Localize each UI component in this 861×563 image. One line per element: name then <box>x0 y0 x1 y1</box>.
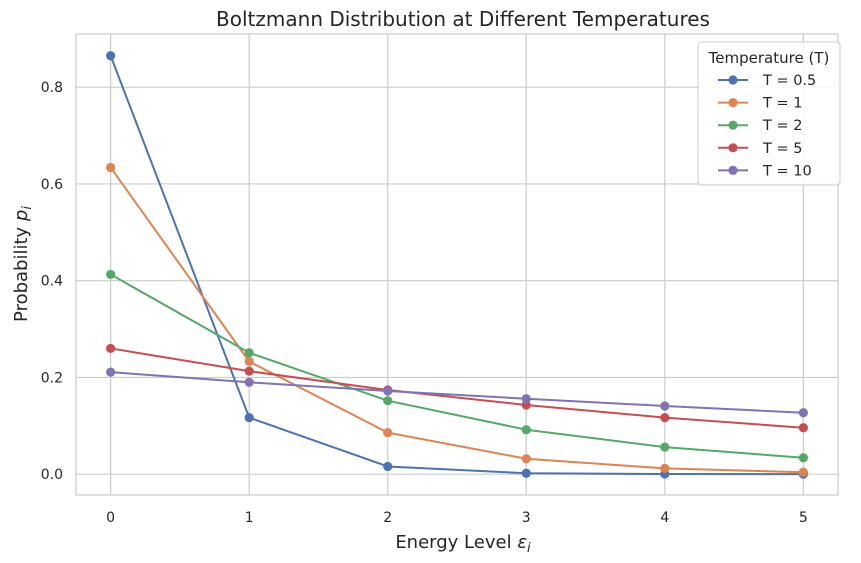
legend-entry: T = 2 <box>718 118 802 134</box>
data-point <box>521 468 531 478</box>
y-axis-title-text: Probability <box>11 226 32 321</box>
y-tick-label: 0.0 <box>41 467 63 483</box>
legend-entries: T = 0.5 T = 1 T = 2 T = 5 T = 10 <box>718 73 816 179</box>
series-4 <box>106 367 808 418</box>
y-tick-label: 0.2 <box>41 370 63 386</box>
data-point <box>660 463 670 473</box>
y-tick-label: 0.4 <box>41 274 63 290</box>
legend-entry: T = 1 <box>718 96 802 112</box>
series-line <box>110 273 804 459</box>
series-3 <box>106 343 808 433</box>
data-point <box>798 423 808 433</box>
series-1 <box>106 162 808 477</box>
y-axis-title: Probability pi <box>11 206 35 322</box>
series-2 <box>106 269 808 463</box>
data-point <box>798 408 808 418</box>
data-point <box>660 413 670 423</box>
series-line <box>110 347 804 429</box>
x-axis-title-symbol: ε <box>517 532 527 553</box>
legend-label: T = 10 <box>762 163 812 179</box>
data-point <box>660 401 670 411</box>
x-tick-label: 5 <box>799 510 808 526</box>
legend-swatch-marker <box>728 120 738 130</box>
data-point <box>383 386 393 396</box>
data-point <box>106 343 116 354</box>
data-point <box>383 461 393 472</box>
legend-label: T = 2 <box>762 118 802 134</box>
y-tick-label: 0.8 <box>41 80 63 96</box>
legend-label: T = 1 <box>762 96 802 112</box>
data-point <box>521 454 531 464</box>
data-point <box>660 442 670 452</box>
series-line <box>109 166 804 474</box>
x-tick-label: 4 <box>660 510 669 526</box>
legend-label: T = 5 <box>762 141 802 157</box>
legend-entry: T = 5 <box>718 141 802 157</box>
x-tick-label: 2 <box>383 510 392 526</box>
plot-frame <box>75 33 839 496</box>
data-point <box>106 51 116 61</box>
data-point <box>521 394 531 404</box>
legend-swatch-marker <box>728 98 738 108</box>
legend-swatch-marker <box>728 75 738 85</box>
legend-swatch-marker <box>728 143 738 153</box>
legend-entry: T = 10 <box>718 163 812 179</box>
x-axis-title-text: Energy Level <box>395 532 511 553</box>
data-point <box>521 400 531 410</box>
y-axis-title-subscript: i <box>20 206 35 210</box>
y-tick-label: 0.6 <box>41 177 63 193</box>
data-point <box>244 377 254 387</box>
data-point <box>106 269 116 280</box>
data-point <box>106 162 116 173</box>
x-tick-label: 0 <box>106 510 115 526</box>
y-axis-title-symbol: p <box>11 210 32 222</box>
data-point <box>798 453 808 463</box>
x-axis-title-subscript: i <box>527 541 531 556</box>
data-point <box>244 366 254 376</box>
series-line <box>110 371 804 414</box>
x-axis-title: Energy Level εi <box>395 532 531 556</box>
legend-swatch-marker <box>728 165 738 175</box>
series-layer <box>106 51 808 479</box>
data-point <box>521 425 531 435</box>
x-tick-label: 1 <box>245 510 254 526</box>
data-point <box>244 356 254 367</box>
x-tick-label: 3 <box>522 510 531 526</box>
legend-title: Temperature (T) <box>708 49 830 67</box>
legend-entry: T = 0.5 <box>718 73 816 89</box>
chart-title: Boltzmann Distribution at Different Temp… <box>216 7 710 31</box>
legend: Temperature (T) T = 0.5T = 1T = 2T = 5T … <box>697 41 841 186</box>
data-point <box>244 413 254 423</box>
series-line <box>109 55 804 476</box>
data-point <box>244 348 254 358</box>
data-point <box>798 467 808 477</box>
tick-layer: 0 1 2 3 4 5 0.0 0.2 0.4 0.6 0.8 <box>41 80 808 526</box>
data-point <box>383 427 393 438</box>
data-point <box>106 367 116 377</box>
data-point <box>383 396 393 406</box>
legend-label: T = 0.5 <box>762 73 816 89</box>
